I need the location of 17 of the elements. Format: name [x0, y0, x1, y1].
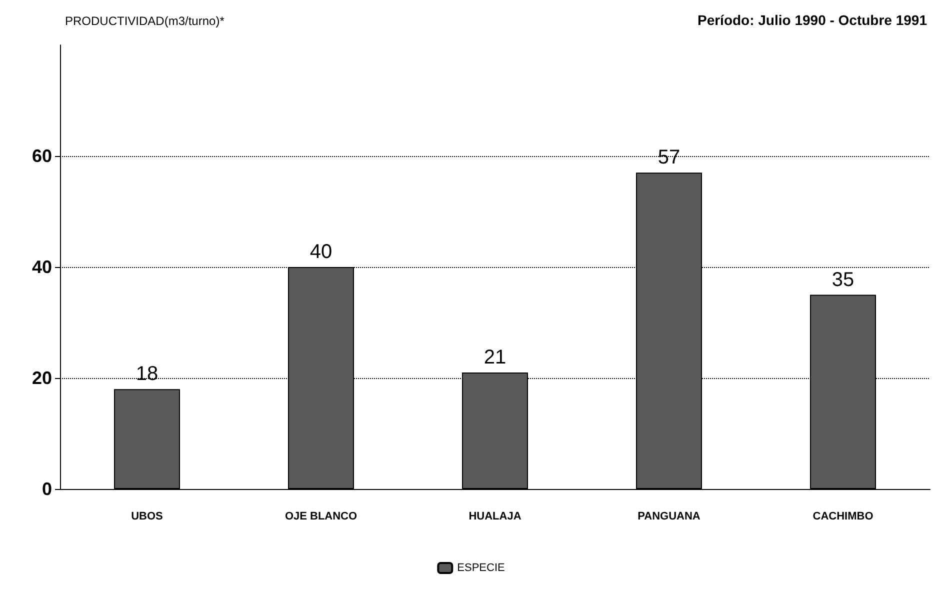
x-tick-label: CACHIMBO	[812, 510, 874, 522]
y-tick-label: 20	[32, 368, 52, 388]
data-label: 57	[658, 146, 680, 169]
data-label: 21	[484, 346, 506, 368]
data-label: 18	[136, 363, 158, 386]
y-tick-label: 60	[32, 146, 52, 166]
legend-label: ESPECIE	[457, 562, 505, 574]
chart-subtitle: Período: Julio 1990 - Octubre 1991	[697, 12, 928, 28]
data-label: 40	[310, 241, 332, 263]
x-tick-label: UBOS	[131, 510, 163, 522]
y-tick-label: 0	[42, 479, 52, 499]
y-tick-label: 40	[32, 257, 52, 277]
y-axis-title: PRODUCTIVIDAD(m3/turno)*	[65, 14, 225, 28]
data-label: 35	[832, 268, 854, 291]
x-tick-label: OJE BLANCO	[284, 510, 358, 522]
x-tick-label: PANGUANA	[638, 510, 700, 522]
x-tick-label: HUALAJA	[468, 510, 522, 522]
